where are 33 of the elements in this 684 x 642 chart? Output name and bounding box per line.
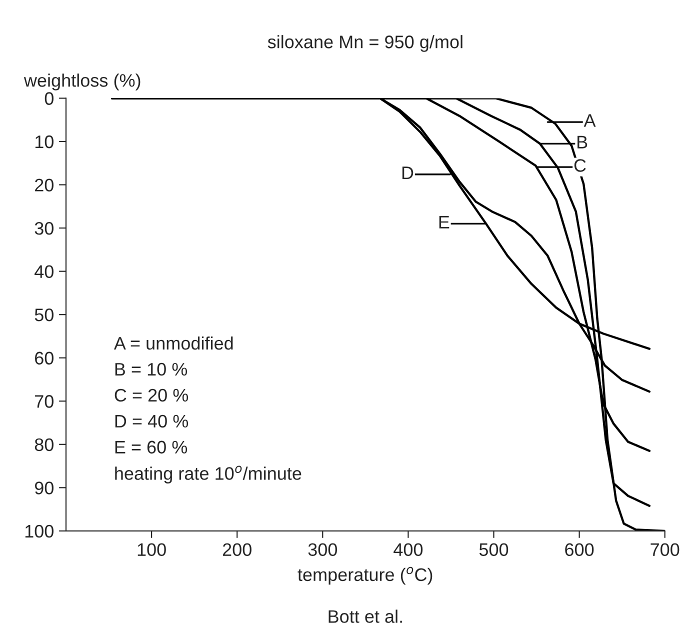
annotation: D [402,166,414,180]
x-tick-label: 300 [308,543,338,556]
annotation: A = unmodified [114,336,233,350]
y-tick-label: 40 [34,265,54,278]
annotation: E [439,216,450,228]
y-tick-label: 20 [35,178,54,192]
annotation: D = 40 % [115,414,188,428]
x-tick-label: 400 [394,543,423,556]
annotation: B = 10 % [115,362,188,376]
chart-title: siloxane Mn = 950 g/mol [268,35,462,52]
x-tick-label: 100 [138,543,166,556]
text: Bott et al. [328,610,402,623]
annotation: E = 60 % [115,440,188,454]
x-tick-label: 500 [479,543,508,556]
y-tick-label: 50 [34,308,54,322]
y-tick-label: 10 [35,135,54,148]
y-tick-label: 80 [34,438,54,452]
annotation: C [574,159,586,172]
annotation: C = 20 % [114,388,188,402]
x-axis-title: temperature ($^{o}$C) [298,566,432,585]
y-tick-label: 100 [25,524,54,538]
y-tick-label: 30 [34,222,54,235]
y-tick-label: 70 [35,395,54,408]
annotation: B [578,136,588,148]
y-tick-label: 0 [44,92,54,105]
x-tick-label: 600 [565,543,594,556]
y-axis-title: weightloss (%) [24,74,140,90]
y-tick-label: 90 [34,482,54,494]
x-tick-label: 700 [650,543,680,556]
x-tick-label: 200 [222,543,252,556]
annotation: heating rate 10$^{o}$/minute [115,466,302,484]
annotation: A [584,114,596,127]
y-tick-label: 60 [35,352,54,365]
